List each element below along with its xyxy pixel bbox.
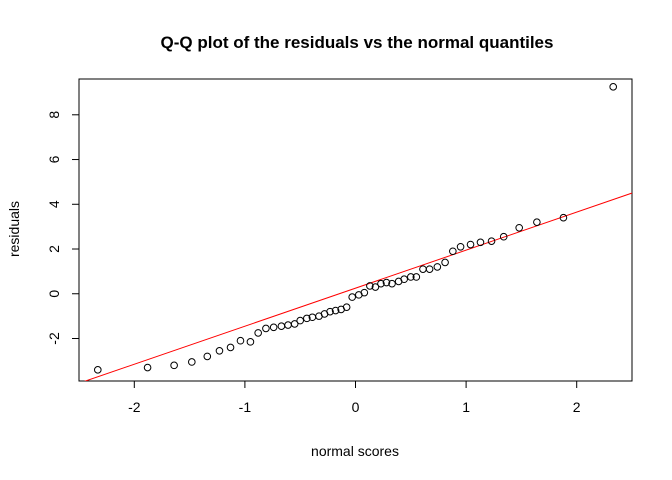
data-point [360, 288, 369, 297]
y-axis: -2 0 2 4 6 8 [46, 111, 80, 345]
x-tick-label: 0 [352, 399, 360, 415]
data-point [236, 336, 245, 345]
data-point [609, 83, 617, 91]
data-point [419, 265, 427, 273]
x-tick-label: -2 [128, 399, 141, 415]
data-point [382, 278, 391, 287]
data-point [226, 343, 235, 352]
reference-line-group [83, 192, 632, 381]
data-point [425, 265, 434, 273]
reference-line [83, 192, 632, 381]
data-point [284, 321, 292, 329]
y-axis-label: residuals [6, 201, 22, 257]
data-point [476, 238, 485, 247]
data-point [412, 273, 421, 281]
x-tick-label: 1 [462, 399, 470, 415]
data-point [433, 263, 442, 271]
data-point [449, 247, 457, 256]
data-point [269, 323, 278, 332]
data-point [143, 363, 152, 372]
data-point [456, 242, 465, 251]
data-point [303, 314, 311, 323]
y-tick-label: -2 [46, 332, 62, 345]
data-point [466, 240, 475, 249]
data-point [388, 279, 396, 288]
data-point [94, 366, 102, 374]
data-point [277, 322, 286, 330]
data-point [366, 282, 374, 290]
data-point [371, 283, 380, 291]
data-point [296, 316, 305, 325]
data-point [254, 329, 262, 337]
data-point [331, 306, 340, 315]
data-point [441, 258, 449, 267]
data-point [262, 324, 270, 333]
data-point [188, 358, 196, 366]
x-tick-label: -1 [239, 399, 252, 415]
y-tick-label: 2 [46, 245, 62, 253]
data-point [533, 218, 541, 226]
data-point [290, 320, 299, 328]
data-point [487, 237, 496, 245]
chart-title: Q-Q plot of the residuals vs the normal … [161, 33, 554, 52]
data-point [377, 279, 385, 288]
data-points [94, 83, 617, 374]
x-axis-label: normal scores [311, 443, 399, 459]
data-point [515, 223, 523, 232]
data-point [170, 361, 178, 370]
data-point [246, 338, 255, 346]
plot-frame [78, 78, 633, 382]
data-point [400, 275, 408, 284]
data-point [215, 347, 224, 355]
data-point [348, 293, 356, 301]
y-tick-label: 0 [46, 290, 62, 298]
y-tick-label: 6 [46, 155, 62, 163]
data-point [326, 307, 334, 316]
x-axis: -2 -1 0 1 2 [128, 380, 581, 415]
x-tick-label: 2 [573, 399, 581, 415]
data-point [499, 232, 508, 241]
y-tick-label: 8 [46, 111, 62, 119]
data-point [342, 303, 351, 311]
y-tick-label: 4 [46, 200, 62, 208]
data-point [203, 352, 212, 361]
data-point [407, 273, 415, 281]
data-point [559, 213, 568, 222]
